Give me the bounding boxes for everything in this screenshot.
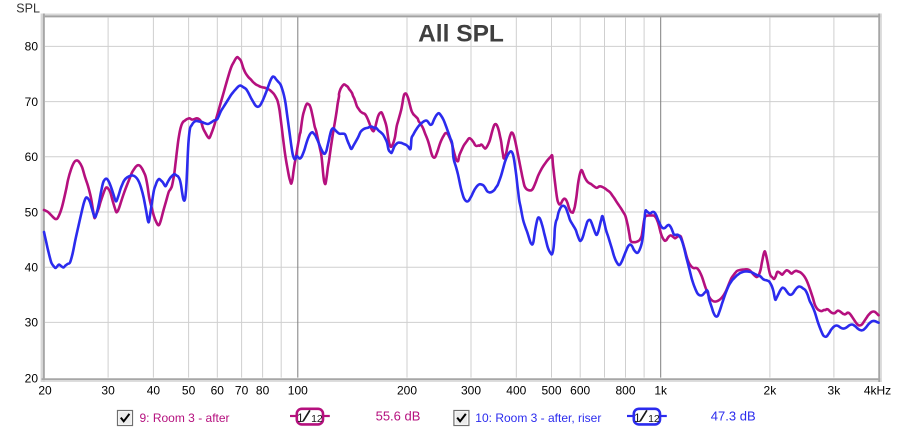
svg-text:All SPL: All SPL (418, 21, 504, 48)
svg-text:1k: 1k (654, 384, 668, 398)
svg-text:4kHz: 4kHz (864, 384, 891, 398)
svg-text:800: 800 (615, 384, 635, 398)
svg-text:55.6 dB: 55.6 dB (376, 409, 421, 424)
svg-text:SPL: SPL (16, 1, 40, 15)
svg-text:600: 600 (570, 384, 590, 398)
svg-text:70: 70 (25, 95, 39, 109)
svg-text:500: 500 (541, 384, 561, 398)
svg-text:12: 12 (648, 413, 660, 425)
svg-text:47.3 dB: 47.3 dB (711, 409, 756, 424)
svg-text:60: 60 (211, 384, 225, 398)
svg-text:70: 70 (235, 384, 249, 398)
svg-text:30: 30 (101, 384, 115, 398)
svg-text:3k: 3k (828, 384, 842, 398)
svg-text:50: 50 (25, 205, 39, 219)
svg-text:60: 60 (25, 150, 39, 164)
svg-text:300: 300 (461, 384, 481, 398)
svg-text:10: Room 3 - after, riser: 10: Room 3 - after, riser (475, 411, 601, 425)
svg-text:9: Room 3 - after: 9: Room 3 - after (140, 411, 230, 425)
svg-text:30: 30 (25, 316, 39, 330)
svg-text:20: 20 (38, 384, 52, 398)
svg-text:50: 50 (182, 384, 196, 398)
svg-text:400: 400 (506, 384, 526, 398)
svg-text:200: 200 (397, 384, 417, 398)
svg-text:2k: 2k (764, 384, 778, 398)
svg-text:12: 12 (311, 413, 323, 425)
svg-text:40: 40 (25, 261, 39, 275)
svg-text:40: 40 (147, 384, 161, 398)
svg-text:20: 20 (25, 371, 39, 385)
svg-text:1: 1 (634, 411, 641, 425)
svg-text:1: 1 (297, 411, 304, 425)
svg-text:80: 80 (256, 384, 270, 398)
svg-text:80: 80 (25, 40, 39, 54)
svg-text:100: 100 (288, 384, 308, 398)
